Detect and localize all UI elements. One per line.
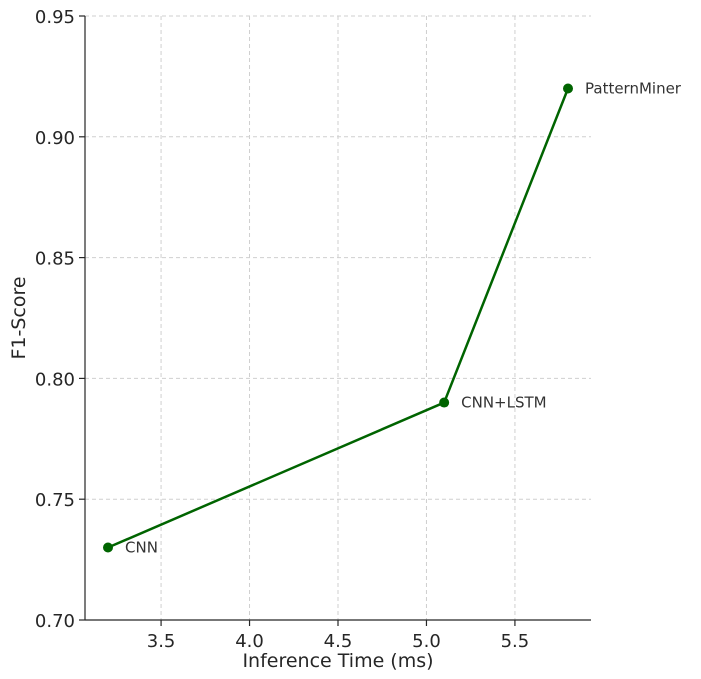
data-series: CNN CNN+LSTM PatternMiner bbox=[103, 79, 682, 557]
y-tick-label: 0.80 bbox=[35, 369, 75, 390]
x-axis-title: Inference Time (ms) bbox=[242, 650, 433, 672]
data-point bbox=[439, 397, 450, 408]
y-tick-label: 0.95 bbox=[35, 7, 75, 28]
y-axis-title: F1-Score bbox=[8, 276, 30, 359]
y-tick-label: 0.70 bbox=[35, 611, 75, 632]
axes: 3.5 4.0 4.5 5.0 5.5 0.70 0.75 0.80 0.85 0.90 0.95 bbox=[35, 7, 591, 652]
x-tick-label: 5.0 bbox=[412, 631, 441, 652]
data-point bbox=[103, 542, 113, 553]
data-point bbox=[563, 83, 573, 94]
y-tick-label: 0.85 bbox=[35, 249, 75, 270]
y-tick-label: 0.75 bbox=[35, 490, 75, 511]
x-tick-label: 5.5 bbox=[501, 631, 530, 652]
x-tick-label: 4.0 bbox=[235, 631, 264, 652]
x-tick-label: 3.5 bbox=[147, 631, 176, 652]
data-point-label: PatternMiner bbox=[585, 79, 682, 97]
grid-lines bbox=[85, 15, 591, 621]
data-point-label: CNN bbox=[125, 539, 158, 557]
y-tick-label: 0.90 bbox=[35, 128, 75, 149]
x-tick-label: 4.5 bbox=[324, 631, 353, 652]
data-point-label: CNN+LSTM bbox=[461, 394, 546, 412]
